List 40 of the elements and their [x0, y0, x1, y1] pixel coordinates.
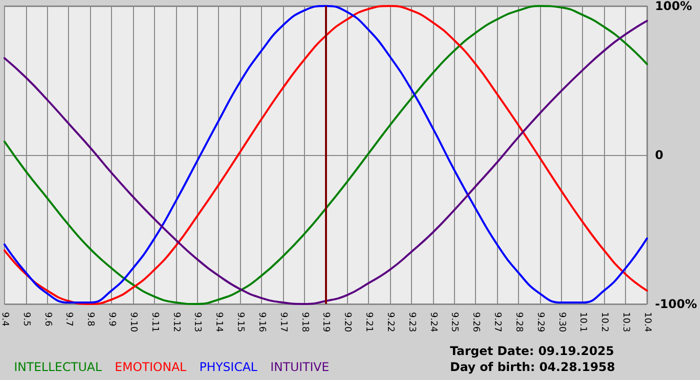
y-tick-label: -100%	[654, 297, 698, 311]
x-tick-label: 10.4	[642, 312, 652, 332]
x-tick-label: 9.11	[149, 312, 160, 332]
x-tick-label: 9.7	[64, 312, 74, 326]
x-tick-label: 9.17	[278, 312, 288, 332]
text: PHYSICAL	[199, 360, 258, 374]
x-tick-label: 9.6	[42, 312, 52, 327]
text: EMOTIONAL	[114, 360, 187, 374]
x-tick-label: 9.27	[492, 312, 502, 332]
x-tick-label: 9.26	[470, 312, 481, 332]
x-tick-label: 9.8	[85, 312, 96, 327]
x-tick-label: 9.24	[428, 312, 438, 332]
x-tick-label: 9.4	[0, 312, 10, 327]
x-tick-label: 9.21	[364, 312, 374, 332]
y-tick-label: 0	[654, 148, 664, 162]
x-tick-label: 9.15	[235, 312, 246, 332]
x-tick-label: 10.2	[599, 312, 610, 332]
x-tick-label: 9.5	[20, 312, 31, 326]
x-tick-label: 9.9	[106, 312, 117, 327]
text: Target Date: 09.19.2025	[450, 344, 614, 358]
x-tick-label: 9.16	[256, 312, 266, 332]
x-tick-label: 9.12	[170, 312, 181, 332]
x-tick-label: 9.14	[214, 312, 224, 332]
x-tick-label: 9.25	[449, 312, 460, 332]
text: Day of birth: 04.28.1958	[450, 360, 616, 374]
text: INTELLECTUAL	[14, 360, 102, 374]
x-tick-label: 9.13	[192, 312, 202, 332]
x-tick-label: 9.10	[128, 312, 138, 332]
x-tick-label: 9.18	[299, 312, 310, 332]
y-tick-label: 100%	[654, 0, 692, 13]
x-tick-label: 9.23	[406, 312, 416, 332]
x-tick-label: 10.3	[620, 312, 631, 332]
x-tick-label: 9.20	[342, 312, 352, 332]
x-tick-label: 9.29	[534, 312, 545, 332]
x-tick-label: 9.28	[513, 312, 524, 332]
text: INTUITIVE	[270, 360, 330, 374]
x-tick-label: 9.19	[320, 312, 331, 332]
x-tick-label: 9.22	[384, 312, 395, 332]
x-tick-label: 10.1	[578, 312, 588, 332]
x-tick-label: 9.30	[556, 312, 566, 332]
